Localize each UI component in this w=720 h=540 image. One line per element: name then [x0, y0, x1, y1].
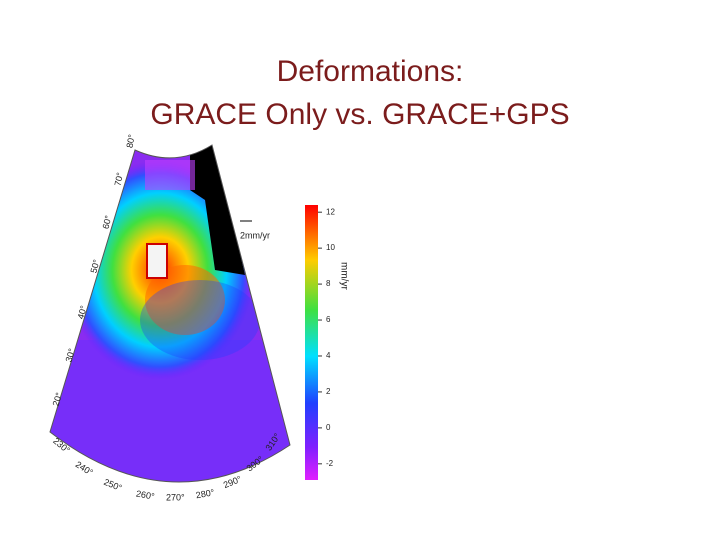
- colorbar-tick-label: 8: [326, 279, 331, 288]
- lon-label: 250°: [102, 477, 123, 493]
- colorbar-tick-label: 4: [326, 351, 331, 360]
- colorbar-tick-label: 10: [326, 243, 335, 252]
- colorbar-tick-label: 12: [326, 207, 335, 216]
- colorbar-tick-label: 2: [326, 387, 331, 396]
- arrow-scale-label: 2mm/yr: [240, 230, 270, 240]
- lat-label: 60°: [101, 214, 114, 230]
- lon-label: 240°: [74, 459, 95, 478]
- lat-label: 70°: [112, 171, 125, 187]
- colorbar-tick-label: 6: [326, 315, 331, 324]
- lat-label: 20°: [51, 391, 65, 407]
- colorbar-tick-label: 0: [326, 423, 331, 432]
- colorbar-tick-label: -2: [326, 459, 334, 468]
- map-frame: [49, 144, 291, 483]
- lat-label: 50°: [89, 258, 102, 274]
- lon-label: 270°: [166, 492, 185, 502]
- title-line: Deformations:: [276, 55, 464, 88]
- lat-label: 40°: [76, 304, 89, 320]
- lat-label: 30°: [64, 347, 77, 363]
- lat-label: 80°: [124, 133, 136, 149]
- lon-label: 260°: [135, 488, 155, 501]
- title-line: GRACE Only vs. GRACE+GPS: [150, 98, 570, 131]
- colorbar: [305, 205, 318, 480]
- colorbar-label: mm/yr: [338, 262, 349, 290]
- lon-label: 280°: [195, 487, 215, 500]
